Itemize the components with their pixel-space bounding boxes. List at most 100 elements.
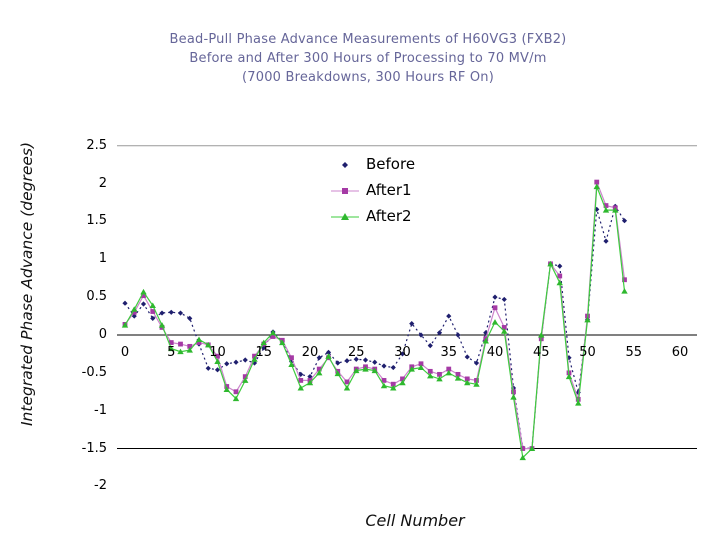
series-before-marker: [501, 296, 507, 303]
series-after1-marker: [557, 273, 563, 279]
series-before-marker: [566, 355, 572, 361]
series-after2-marker: [593, 183, 600, 190]
series-after1-marker: [168, 340, 174, 345]
series-after1-marker: [178, 341, 183, 347]
series-before-marker: [436, 330, 443, 336]
series-after2-marker: [334, 370, 341, 377]
series-after1-marker: [150, 309, 156, 314]
series-after2-marker: [510, 394, 517, 400]
y-tick-label: 2.5: [86, 137, 107, 153]
series-after2-marker: [538, 332, 545, 338]
legend-item-before: Before: [330, 151, 415, 177]
series-before-marker: [344, 358, 350, 364]
series-after2-marker: [149, 302, 156, 308]
chart-title-line3: (7000 Breakdowns, 300 Hours RF On): [241, 70, 495, 85]
y-tick-label: -1: [94, 402, 107, 418]
series-before-marker: [621, 218, 628, 224]
series-after2-marker: [242, 377, 249, 383]
series-after2-marker: [556, 279, 563, 286]
series-after2-marker: [205, 341, 212, 348]
series-before-marker: [177, 310, 184, 316]
chart-title: Bead-Pull Phase Advance Measurements of …: [16, 30, 720, 87]
series-after2-marker: [121, 322, 129, 328]
series-after1-marker: [427, 368, 433, 374]
series-before-marker: [492, 294, 498, 300]
series-after2-marker: [445, 369, 452, 376]
series-after1-marker: [446, 366, 452, 372]
x-tick-label: 25: [347, 345, 365, 360]
series-after2-marker: [473, 381, 480, 387]
series-before-marker: [399, 351, 406, 357]
series-before-line: [124, 204, 626, 450]
series-after1-marker: [455, 371, 461, 377]
series-after1-marker: [437, 371, 442, 377]
series-before-marker: [150, 315, 156, 321]
series-after2-marker: [436, 375, 443, 382]
series-after1-marker: [492, 305, 498, 311]
series-after2-marker: [390, 384, 397, 391]
series-after2-marker: [501, 328, 508, 334]
series-after2-marker: [371, 367, 378, 374]
series-after2-marker: [584, 316, 591, 323]
series-after2-marker: [547, 260, 554, 267]
series-before-marker: [205, 365, 211, 371]
series-after2-marker: [612, 207, 619, 213]
series-after2-marker: [417, 364, 425, 371]
series-after2-marker: [565, 373, 573, 380]
series-after1-marker: [298, 378, 304, 383]
series-after2-marker: [195, 336, 203, 343]
series-after1-marker: [594, 179, 600, 185]
y-tick-label: -2: [94, 478, 107, 494]
series-after2-marker: [353, 367, 360, 374]
series-after2-marker: [306, 379, 314, 386]
series-before-marker: [464, 354, 470, 360]
series-before-marker: [372, 359, 378, 365]
series-after2-marker: [158, 322, 166, 328]
x-tick-label: 35: [440, 345, 458, 360]
series-before-marker: [353, 356, 359, 362]
series-after1-marker: [233, 389, 239, 395]
y-tick-label: -1.5: [81, 440, 107, 456]
series-after2-marker: [214, 358, 221, 364]
series-after2-marker: [575, 400, 582, 406]
series-before-marker: [446, 313, 452, 319]
series-after2-marker: [177, 348, 184, 355]
series-after2-marker: [343, 384, 351, 391]
series-after2-marker: [362, 366, 369, 372]
series-after1-marker: [215, 353, 220, 359]
legend-label: After1: [366, 181, 412, 199]
series-before-marker: [131, 313, 137, 319]
chart-title-line2: Before and After 300 Hours of Processing…: [189, 51, 547, 66]
legend-label: Before: [366, 155, 416, 173]
series-before-marker: [427, 342, 433, 349]
series-before-marker: [381, 363, 387, 369]
x-tick-label: 20: [301, 345, 319, 360]
series-before-marker: [603, 238, 609, 244]
y-tick-label: 1.5: [86, 213, 107, 229]
x-axis-title: Cell Number: [365, 511, 465, 530]
series-before-marker: [455, 332, 461, 338]
series-before-marker: [233, 359, 239, 365]
x-tick-label: 30: [394, 345, 411, 360]
series-after2-marker: [316, 369, 323, 376]
x-tick-label: 50: [579, 345, 596, 360]
series-after2-marker: [232, 395, 240, 402]
series-after2-marker: [464, 379, 471, 386]
x-tick-label: 60: [671, 345, 689, 360]
series-after1-marker: [501, 325, 507, 330]
series-after2-marker: [279, 339, 286, 346]
x-tick-label: 10: [209, 345, 226, 360]
series-before-marker: [187, 315, 193, 321]
series-after2-marker: [399, 379, 406, 386]
series-after2-marker: [528, 445, 536, 452]
series-after1-marker: [464, 376, 470, 382]
series-before-marker: [335, 360, 341, 366]
y-tick-label: 0.5: [86, 289, 107, 305]
series-before-marker: [390, 364, 396, 371]
series-after2-marker: [223, 386, 230, 393]
series-after2-marker: [325, 353, 332, 359]
series-before-marker: [325, 349, 332, 356]
x-tick-label: 15: [255, 345, 273, 360]
series-before-marker: [316, 355, 322, 361]
